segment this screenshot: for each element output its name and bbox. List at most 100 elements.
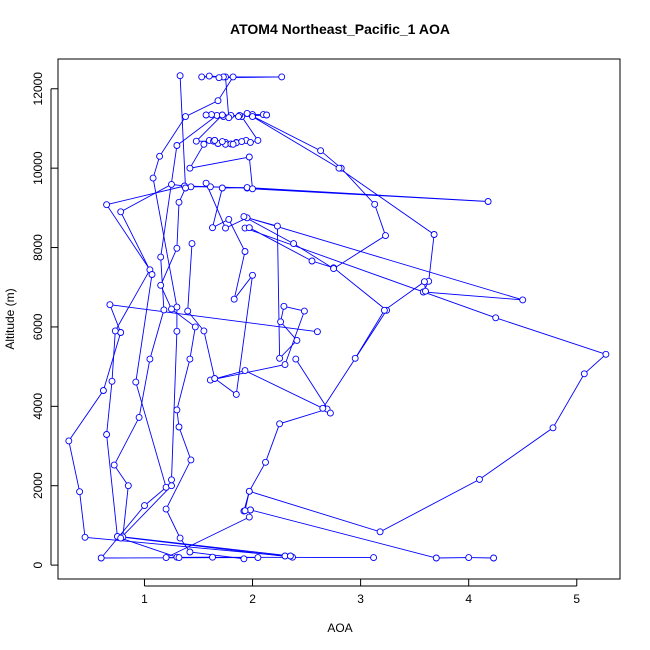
data-point — [300, 307, 308, 315]
data-point — [175, 423, 183, 431]
data-point — [241, 248, 249, 255]
data-point — [168, 180, 175, 188]
y-tick-label: 4000 — [31, 393, 45, 420]
data-point — [168, 482, 175, 490]
x-axis-label: AOA — [327, 621, 352, 635]
data-point — [376, 528, 384, 536]
data-point — [549, 424, 557, 432]
data-point — [157, 253, 165, 261]
data-point — [202, 179, 210, 187]
data-point — [420, 278, 428, 286]
data-point — [187, 456, 195, 464]
y-tick-label: 10000 — [31, 151, 45, 185]
data-point — [246, 138, 254, 146]
data-point — [182, 113, 189, 121]
data-point — [173, 406, 181, 414]
data-point — [492, 314, 500, 322]
data-point — [168, 476, 175, 484]
data-point — [238, 138, 246, 146]
data-point — [65, 437, 73, 445]
data-point — [278, 73, 286, 81]
data-point — [280, 302, 288, 310]
data-point — [149, 174, 157, 182]
data-point — [156, 152, 164, 160]
data-point — [205, 72, 213, 80]
data-point — [99, 387, 107, 394]
data-point — [124, 482, 132, 490]
data-point — [218, 138, 226, 146]
data-point — [476, 475, 483, 483]
data-point — [240, 213, 248, 221]
data-point — [230, 295, 238, 303]
y-tick-label: 2000 — [31, 472, 45, 499]
data-point — [132, 378, 140, 386]
y-tick-label: 8000 — [31, 234, 45, 261]
data-point — [175, 554, 183, 562]
data-point — [186, 548, 194, 556]
data-point — [317, 147, 325, 155]
data-point — [382, 232, 389, 240]
data-point — [192, 137, 200, 145]
y-axis: 0 2000 4000 6000 8000 10000 12000 — [31, 72, 58, 568]
profile-line-1 — [68, 304, 318, 557]
data-point — [184, 307, 192, 315]
data-point — [602, 350, 610, 358]
data-point — [175, 198, 183, 206]
y-tick-label: 12000 — [31, 72, 45, 106]
data-point — [97, 554, 105, 562]
data-point — [276, 420, 284, 428]
data-point — [276, 354, 284, 362]
data-point — [173, 142, 181, 149]
profile-line-3 — [113, 115, 291, 557]
data-point — [191, 323, 199, 331]
data-point — [209, 553, 216, 561]
data-point — [229, 73, 237, 81]
profile-line-5 — [119, 76, 374, 559]
data-point — [580, 370, 588, 378]
data-point — [232, 390, 240, 398]
data-point — [218, 184, 226, 192]
data-point — [211, 375, 219, 382]
data-point — [290, 240, 298, 248]
data-point — [249, 185, 256, 193]
data-point — [117, 208, 125, 216]
x-tick-label: 2 — [249, 592, 256, 606]
data-point — [277, 318, 285, 326]
data-point — [200, 140, 208, 148]
data-point — [141, 502, 148, 510]
y-axis-label: Altitude (m) — [3, 288, 17, 349]
data-point — [243, 109, 251, 117]
data-point — [157, 281, 165, 289]
data-point — [245, 153, 253, 161]
data-point — [188, 240, 196, 248]
data-point — [249, 113, 256, 121]
data-point — [81, 533, 89, 541]
data-point — [262, 458, 269, 466]
data-point — [263, 111, 271, 119]
data-point — [254, 136, 262, 144]
data-point — [249, 271, 256, 279]
x-tick-label: 4 — [465, 592, 472, 606]
data-point — [229, 140, 237, 148]
data-point — [209, 224, 216, 232]
data-point — [173, 244, 181, 252]
data-point — [281, 361, 289, 369]
data-point — [222, 224, 229, 232]
data-point — [254, 554, 262, 562]
data-point — [110, 461, 118, 469]
data-point — [422, 287, 429, 295]
data-point — [273, 222, 281, 230]
data-point — [240, 555, 248, 563]
data-point — [198, 73, 206, 81]
data-point — [162, 505, 170, 513]
data-point — [162, 554, 170, 562]
data-point — [490, 554, 498, 562]
data-point — [330, 265, 338, 273]
data-point — [484, 198, 492, 205]
data-point — [313, 328, 321, 336]
data-point — [160, 306, 168, 314]
data-point — [319, 404, 327, 412]
data-point — [432, 554, 440, 562]
data-point — [245, 513, 253, 521]
